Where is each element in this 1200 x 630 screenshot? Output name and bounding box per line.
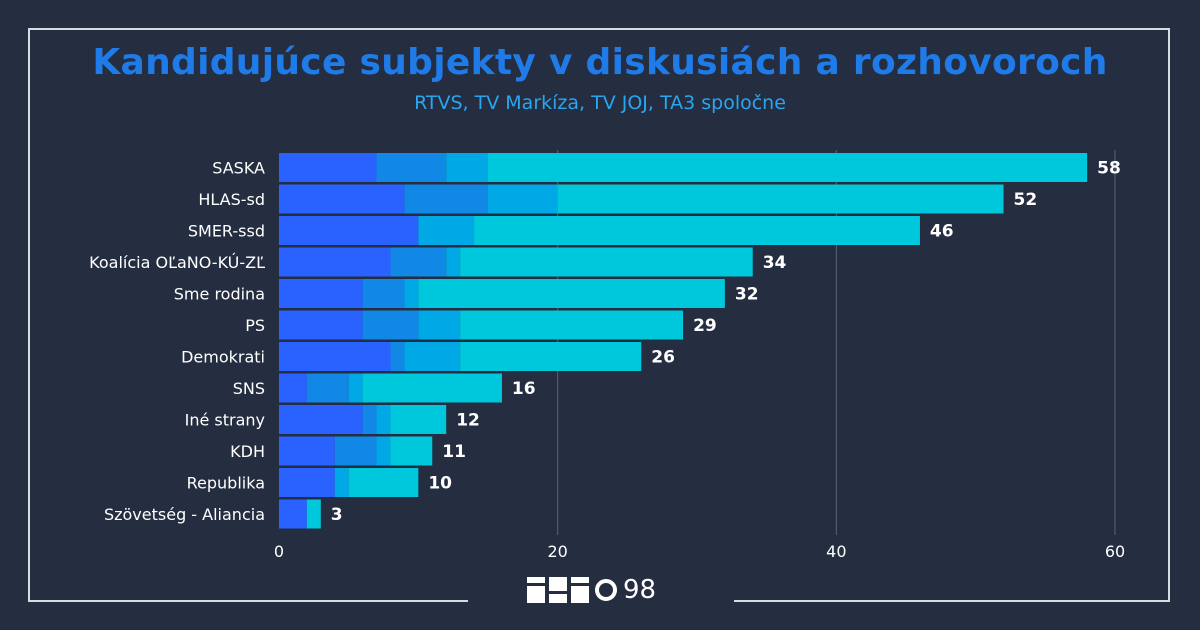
bar-segment: [348, 468, 419, 497]
bar-segment: [460, 310, 684, 340]
x-tick-label: 0: [274, 542, 284, 561]
bar-total-label: 10: [428, 474, 452, 494]
bar-segment: [348, 373, 363, 403]
logo-number: 98: [623, 575, 657, 605]
category-label: SMER-ssd: [188, 222, 265, 241]
bar-segment: [460, 247, 753, 277]
logo-letter-e: [549, 577, 567, 603]
bar-segment: [418, 310, 461, 340]
bar-segment: [306, 499, 321, 529]
bar-total-label: 34: [763, 253, 787, 273]
category-label: SASKA: [212, 159, 265, 178]
bar-total-label: 26: [651, 348, 675, 368]
bar-segment: [362, 279, 405, 308]
bar-total-label: 32: [735, 285, 759, 305]
bar-segment: [279, 310, 363, 340]
memo98-logo: 98: [527, 575, 656, 605]
category-label: HLAS-sd: [198, 190, 265, 209]
bar-segment: [279, 279, 363, 308]
bar-total-label: 46: [930, 222, 954, 242]
bar-total-label: 12: [456, 411, 480, 431]
category-label: Sme rodina: [174, 285, 265, 304]
bar-segment: [279, 184, 405, 214]
bar-total-label: 11: [442, 442, 466, 462]
bar-total-label: 16: [512, 379, 536, 399]
logo-letter-o: [595, 579, 617, 601]
bar-segment: [404, 279, 419, 308]
bar-segment: [418, 216, 475, 245]
bar-segment: [279, 153, 377, 182]
bar-total-label: 29: [693, 316, 717, 336]
bar-segment: [376, 436, 391, 466]
bar-segment: [390, 405, 447, 434]
bar-segment: [474, 216, 920, 245]
bar-total-label: 52: [1014, 190, 1038, 210]
bar-segment: [376, 153, 447, 182]
bar-segment: [362, 405, 377, 434]
bar-segment: [279, 373, 307, 403]
category-label: Republika: [187, 474, 265, 493]
logo-letter-m: [527, 577, 545, 603]
category-label: Demokrati: [181, 348, 265, 367]
bar-segment: [488, 153, 1088, 182]
bar-segment: [279, 468, 335, 497]
bar-segment: [279, 405, 363, 434]
bar-segment: [418, 279, 725, 308]
bar-segment: [279, 342, 391, 371]
logo-letter-m2: [571, 577, 589, 603]
bar-segment: [404, 342, 461, 371]
bar-segment: [334, 468, 349, 497]
category-label: Szövetség - Aliancia: [104, 505, 265, 524]
bar-total-label: 58: [1097, 159, 1121, 179]
category-label: Koalícia OĽaNO-KÚ-ZĽ: [89, 253, 265, 272]
bar-segment: [279, 216, 419, 245]
x-tick-label: 40: [826, 542, 846, 561]
chart-title: Kandidujúce subjekty v diskusiách a rozh…: [92, 42, 1108, 83]
bar-segment: [390, 342, 405, 371]
bar-total-label: 3: [331, 505, 343, 525]
bar-segment: [488, 184, 558, 214]
x-tick-label: 60: [1105, 542, 1125, 561]
bar-segment: [334, 436, 377, 466]
bar-segment: [279, 247, 391, 277]
category-label: Iné strany: [185, 411, 265, 430]
bar-segment: [446, 247, 461, 277]
bar-segment: [362, 373, 502, 403]
bar-segment: [460, 342, 642, 371]
category-label: SNS: [233, 379, 265, 398]
category-label: KDH: [230, 442, 265, 461]
bar-segment: [279, 499, 307, 529]
bar-segment: [362, 310, 419, 340]
category-label: PS: [245, 316, 265, 335]
bar-segment: [390, 436, 433, 466]
bar-segment: [557, 184, 1004, 214]
bar-segment: [446, 153, 488, 182]
chart-subtitle: RTVS, TV Markíza, TV JOJ, TA3 spoločne: [414, 92, 786, 114]
bar-segment: [376, 405, 391, 434]
bar-segment: [306, 373, 349, 403]
bar-segment: [404, 184, 488, 214]
bar-segment: [279, 436, 335, 466]
bar-segment: [390, 247, 447, 277]
x-tick-label: 20: [547, 542, 567, 561]
